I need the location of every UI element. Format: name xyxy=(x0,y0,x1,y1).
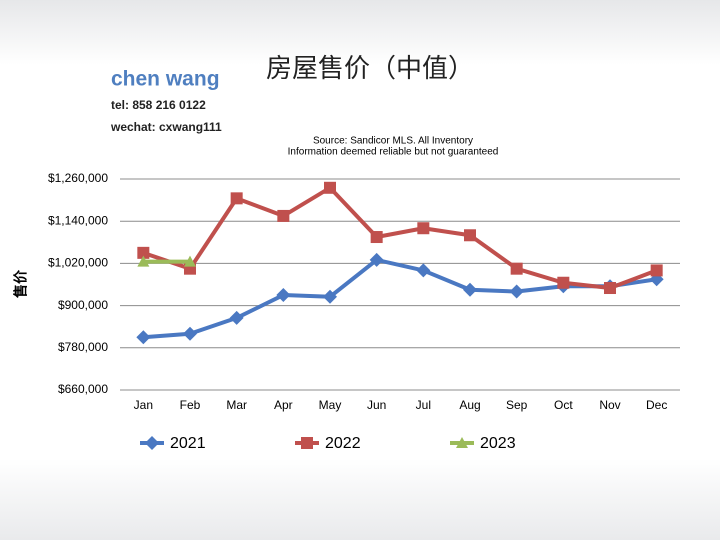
y-tick-label: $780,000 xyxy=(58,340,108,354)
y-tick-label: $1,140,000 xyxy=(48,213,108,227)
data-point xyxy=(230,192,243,205)
data-point xyxy=(229,310,244,325)
agent-name: chen wang xyxy=(111,68,220,91)
data-point xyxy=(137,255,150,267)
data-point xyxy=(510,262,523,275)
x-tick-label: Feb xyxy=(180,398,201,412)
x-tick-label: Mar xyxy=(226,398,247,412)
x-tick-label: Jul xyxy=(416,398,431,412)
data-point xyxy=(323,289,337,304)
y-tick-label: $900,000 xyxy=(58,298,108,312)
x-tick-label: May xyxy=(319,398,342,412)
data-point xyxy=(277,209,290,222)
data-point xyxy=(324,181,336,194)
data-point xyxy=(463,282,477,297)
x-tick-label: Nov xyxy=(599,398,620,412)
legend-marker xyxy=(145,436,159,450)
x-tick-label: Sep xyxy=(506,398,528,412)
data-point xyxy=(650,264,663,277)
data-point xyxy=(509,284,524,299)
legend-marker xyxy=(456,437,468,448)
data-point xyxy=(557,276,570,289)
y-tick-label: $1,020,000 xyxy=(48,256,108,270)
x-tick-label: Oct xyxy=(554,398,573,412)
legend-label: 2021 xyxy=(170,435,206,452)
data-point xyxy=(184,255,196,267)
source-line: Source: Sandicor MLS. All Inventory xyxy=(313,136,473,147)
x-tick-label: Jan xyxy=(134,398,153,412)
series-line xyxy=(142,185,658,291)
data-point xyxy=(604,282,616,295)
x-tick-label: Dec xyxy=(646,398,667,412)
data-point xyxy=(464,229,476,242)
series-line xyxy=(143,257,657,340)
tel: tel: 858 216 0122 xyxy=(111,98,206,112)
data-point xyxy=(276,288,291,303)
data-point xyxy=(183,326,197,341)
x-tick-label: Jun xyxy=(367,398,386,412)
legend-label: 2023 xyxy=(480,435,516,452)
legend-marker xyxy=(301,437,313,449)
y-tick-label: $1,260,000 xyxy=(48,171,108,185)
data-point xyxy=(416,263,431,278)
source-line: Information deemed reliable but not guar… xyxy=(288,147,499,158)
x-tick-label: Apr xyxy=(274,398,293,412)
wechat: wechat: cxwang111 xyxy=(110,120,222,134)
chart-title: 房屋售价（中值） xyxy=(266,53,474,83)
x-tick-label: Aug xyxy=(459,398,480,412)
data-point xyxy=(369,252,384,267)
y-tick-label: $660,000 xyxy=(58,382,108,396)
y-axis-label: 售价 xyxy=(13,269,29,299)
data-point xyxy=(370,231,383,244)
legend-label: 2022 xyxy=(325,435,361,452)
data-point xyxy=(137,246,150,259)
data-point xyxy=(136,330,151,345)
data-point xyxy=(417,222,430,235)
